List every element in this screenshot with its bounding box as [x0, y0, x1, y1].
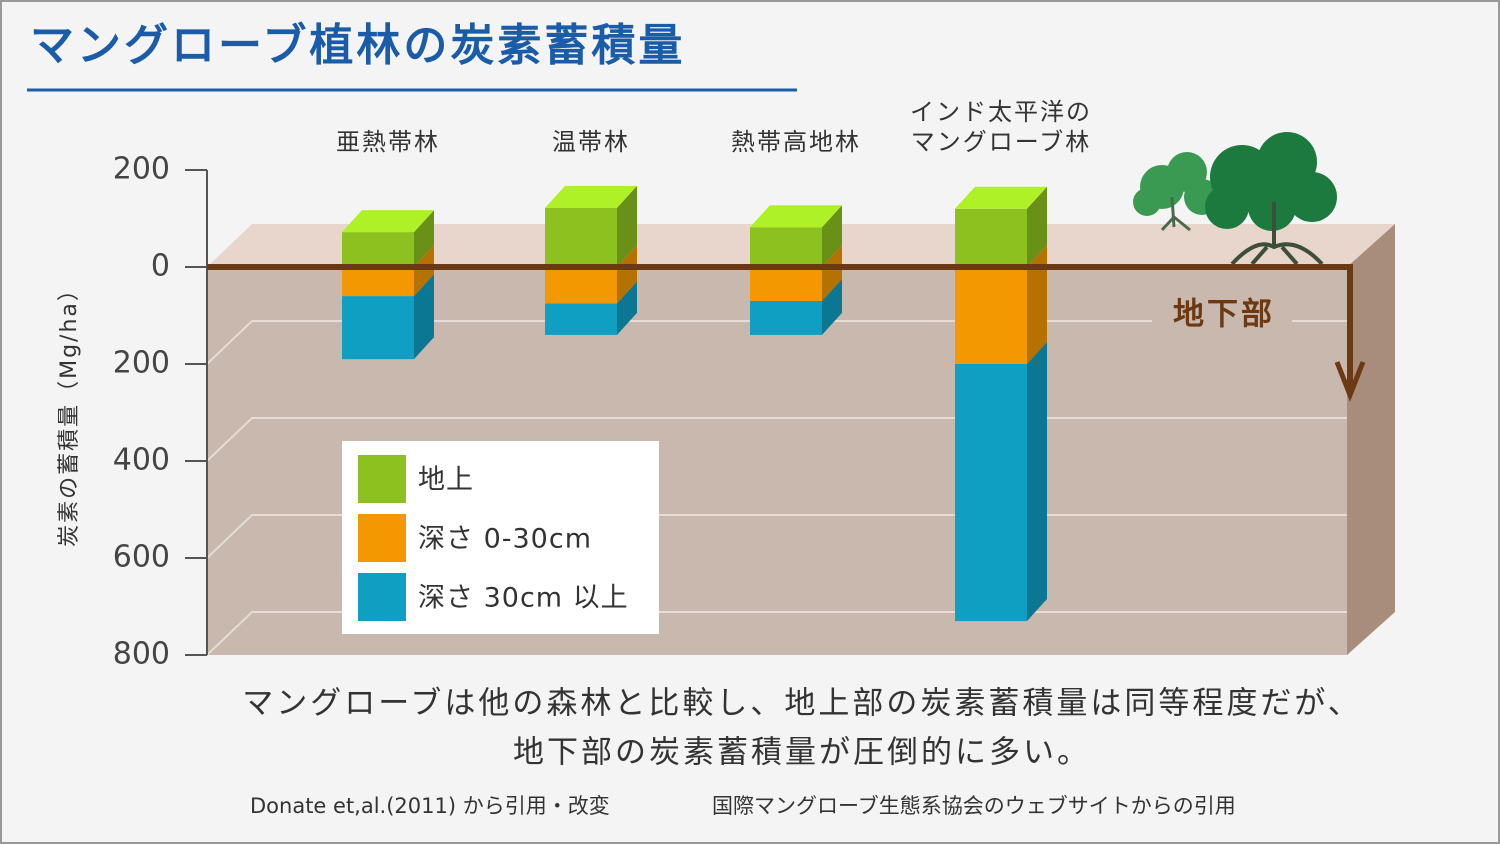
bar-side: [617, 185, 637, 267]
arrow-head: [1334, 361, 1366, 402]
x-tick-label: インド太平洋の マングローブ林: [910, 98, 1092, 156]
y-tick-label: 400: [113, 443, 170, 478]
bar: [342, 232, 414, 267]
legend-swatch: [358, 514, 406, 562]
bar-side: [414, 210, 434, 267]
y-tick-label: 800: [113, 637, 170, 672]
bar: [545, 267, 617, 304]
y-tick-label: 200: [113, 346, 170, 381]
legend-swatch: [358, 573, 406, 621]
legend-label: 地上: [418, 465, 474, 496]
annotation-bg: [1152, 295, 1292, 335]
annotation: 地下部: [1173, 297, 1275, 333]
legend-swatch: [358, 455, 406, 503]
chart-title: マングローブ植林の炭素蓄積量: [30, 20, 685, 71]
bar-side: [1027, 245, 1047, 364]
y-axis-label: 炭素の蓄積量（Mg/ha）: [57, 277, 82, 547]
caption: マングローブは他の森林と比較し、地上部の炭素蓄積量は同等程度だが、: [242, 686, 1362, 722]
bar-side: [617, 245, 637, 304]
caption: 地下部の炭素蓄積量が圧倒的に多い。: [513, 735, 1091, 771]
x-tick-label: 温帯林: [552, 128, 630, 156]
y-tick-label: 600: [113, 540, 170, 575]
trees: [1133, 132, 1337, 266]
ground-line: [207, 264, 1353, 392]
bar-top: [545, 185, 637, 208]
source: 国際マングローブ生態系協会のウェブサイトからの引用: [712, 794, 1236, 818]
bar-side: [822, 245, 842, 301]
bar: [955, 208, 1027, 267]
bar: [545, 303, 617, 335]
bar: [750, 227, 822, 267]
bar: [342, 296, 414, 360]
slab-side: [1347, 224, 1395, 655]
bar-side: [617, 281, 637, 335]
bar-side: [414, 245, 434, 297]
bar-side: [1027, 342, 1047, 622]
bar-side: [822, 278, 842, 335]
source: Donate et,al.(2011) から引用・改変: [250, 794, 610, 818]
bar-top: [342, 210, 434, 233]
bar-top: [955, 186, 1047, 209]
bar: [342, 267, 414, 297]
bar: [955, 364, 1027, 622]
legend-label: 深さ 30cm 以上: [418, 583, 629, 614]
bar: [545, 207, 617, 267]
legend-label: 深さ 0-30cm: [418, 524, 592, 555]
bar: [750, 267, 822, 301]
y-tick-label: 0: [151, 249, 170, 284]
x-tick-label: 熱帯高地林: [731, 128, 861, 156]
x-tick-label: 亜熱帯林: [336, 128, 440, 156]
bar-side: [822, 205, 842, 267]
bar: [750, 300, 822, 335]
bar-side: [414, 274, 434, 360]
bar-top: [750, 205, 842, 228]
bar-side: [1027, 186, 1047, 267]
y-tick-label: 200: [113, 152, 170, 187]
bar: [955, 267, 1027, 364]
